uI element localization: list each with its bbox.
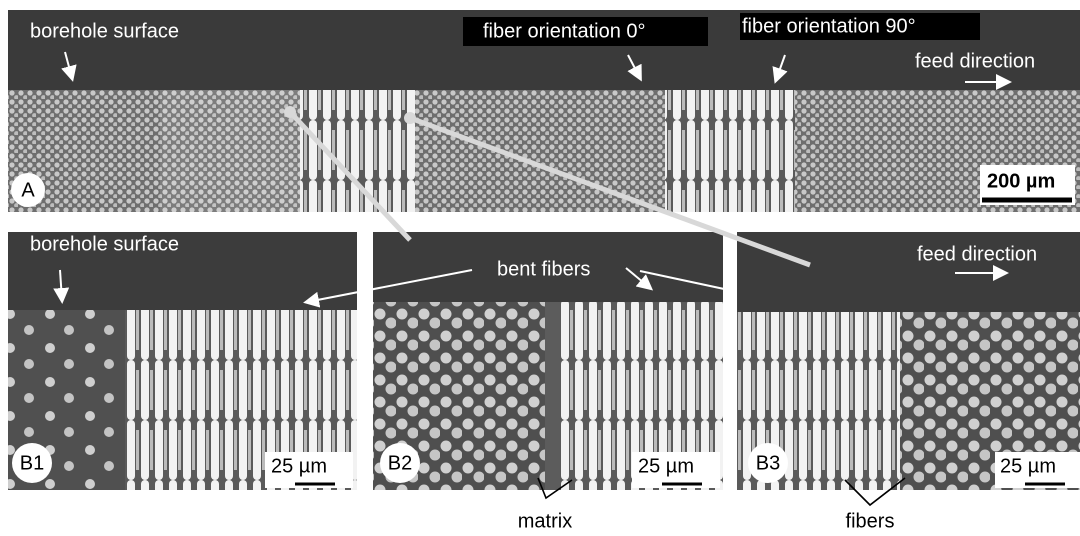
matrix-region	[545, 302, 560, 490]
annotation: fiber orientation 90°	[742, 15, 916, 37]
scale-label: 25 µm	[271, 455, 327, 477]
annotation: borehole surface	[30, 233, 179, 255]
panel-b1: borehole surface B1 25 µm	[8, 232, 357, 490]
scale-label: 25 µm	[638, 455, 694, 477]
panel-label: A	[21, 179, 35, 201]
connector-end	[404, 112, 416, 124]
fiber-region	[665, 90, 795, 212]
panel-label: B2	[388, 452, 412, 474]
fiber-region	[160, 90, 300, 212]
callout: matrix	[518, 510, 572, 532]
callout: fibers	[846, 510, 895, 532]
fiber-region	[300, 90, 415, 212]
fiber-region	[415, 90, 665, 212]
annotation: feed direction	[915, 50, 1035, 72]
connector-end	[284, 106, 296, 118]
figure: borehole surface fiber orientation 0° fi…	[0, 0, 1080, 536]
scale-label: 200 µm	[987, 170, 1055, 192]
panel-label: B1	[20, 452, 44, 474]
panel-a: borehole surface fiber orientation 0° fi…	[8, 10, 1080, 212]
panel-label: B3	[756, 452, 780, 474]
annotation: bent fibers	[497, 258, 590, 280]
panel-b3: feed direction B3 25 µm	[737, 232, 1080, 490]
annotation: borehole surface	[30, 20, 179, 42]
panel-b2: bent fibers B2 25 µm	[307, 232, 785, 490]
annotation: fiber orientation 0°	[483, 20, 646, 42]
scale-label: 25 µm	[1000, 455, 1056, 477]
annotation: feed direction	[917, 243, 1037, 265]
